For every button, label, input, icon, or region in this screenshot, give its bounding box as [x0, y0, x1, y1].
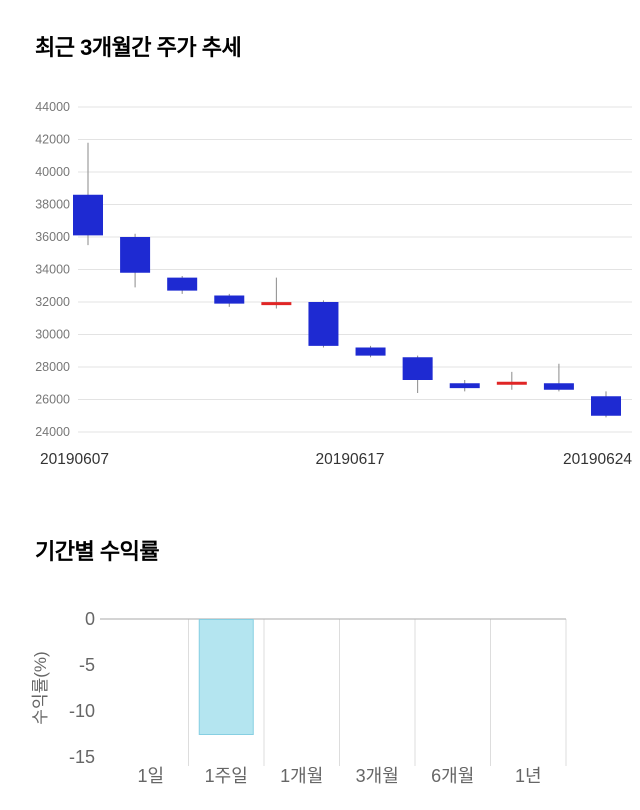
candle-body — [543, 383, 574, 390]
y-tick-label: 36000 — [35, 230, 70, 244]
y-tick-label: 42000 — [35, 133, 70, 147]
y-tick-label: 38000 — [35, 198, 70, 212]
y-tick-label: -10 — [69, 701, 95, 721]
returns-chart-title: 기간별 수익률 — [35, 539, 160, 564]
y-tick-label: 34000 — [35, 263, 70, 277]
category-label: 1개월 — [280, 766, 323, 786]
category-label: 1년 — [515, 766, 542, 786]
category-label: 1주일 — [205, 766, 248, 786]
category-label: 1일 — [137, 766, 164, 786]
candle-body — [355, 347, 386, 356]
candle-body — [591, 396, 621, 416]
x-tick-label: 20190624 — [563, 451, 632, 468]
price-chart: 44000 42000 40000 38000 36000 34000 32000 30000… — [35, 100, 632, 468]
candle-body — [214, 295, 245, 304]
candle-body — [261, 302, 292, 306]
y-tick-label: -5 — [79, 655, 95, 675]
y-tick-label: 0 — [85, 609, 95, 629]
candle-body — [167, 277, 198, 291]
y-tick-label: -15 — [69, 747, 95, 767]
y-tick-label: 28000 — [35, 360, 70, 374]
y-tick-label: 44000 — [35, 100, 70, 114]
returns-chart: 0 -5 -10 -15 수익률(%) 1일 1주일 1개월 3개월 6개월 1년 — [31, 609, 567, 786]
category-label: 6개월 — [431, 766, 474, 786]
candle-body — [308, 302, 339, 346]
y-tick-label: 26000 — [35, 393, 70, 407]
price-chart-title: 최근 3개월간 주가 추세 — [35, 35, 242, 60]
candle-body — [73, 194, 103, 236]
y-axis-title: 수익률(%) — [31, 651, 50, 724]
candle-body — [402, 357, 433, 380]
candle-body — [496, 381, 527, 385]
y-tick-label: 40000 — [35, 165, 70, 179]
return-bar — [198, 619, 254, 735]
y-tick-label: 24000 — [35, 425, 70, 439]
y-tick-label: 32000 — [35, 295, 70, 309]
category-label: 3개월 — [356, 766, 399, 786]
candle-body — [120, 237, 151, 273]
candle-body — [449, 383, 480, 389]
x-tick-label: 20190617 — [316, 451, 385, 468]
x-tick-label: 20190607 — [40, 451, 109, 468]
y-tick-label: 30000 — [35, 328, 70, 342]
